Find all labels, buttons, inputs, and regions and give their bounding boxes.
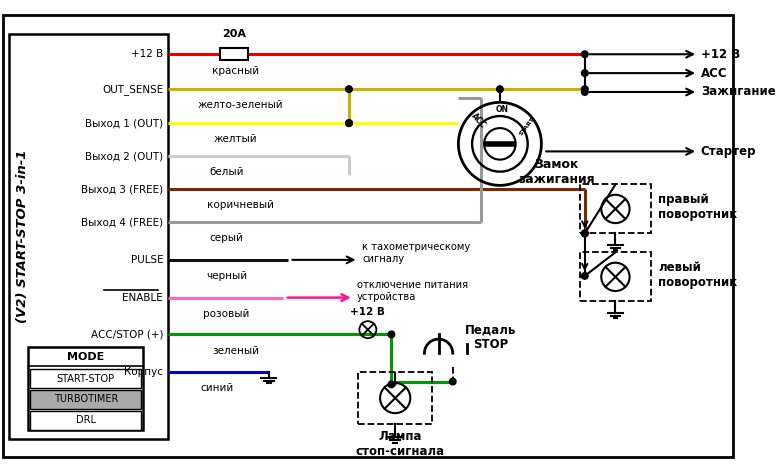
Text: белый: белый (209, 168, 243, 178)
Bar (359, 372, 432, 424)
Text: левый
поворотник: левый поворотник (658, 261, 737, 289)
Text: Корпус: Корпус (124, 367, 163, 377)
Text: коричневый: коричневый (207, 200, 274, 210)
Text: желто-зеленый: желто-зеленый (197, 101, 283, 111)
Circle shape (581, 86, 588, 93)
Text: Замок
зажигания: Замок зажигания (518, 158, 595, 186)
Text: черный: черный (206, 271, 247, 281)
Circle shape (346, 120, 353, 126)
Text: ACC: ACC (700, 66, 728, 80)
Text: ACC: ACC (470, 111, 488, 130)
Text: желтый: желтый (214, 134, 257, 144)
Bar (220, 48, 248, 60)
Circle shape (581, 273, 588, 279)
Text: ACC/STOP (+): ACC/STOP (+) (90, 329, 163, 339)
Bar (30, 369, 141, 388)
Text: розовый: розовый (203, 309, 250, 319)
Text: ENABLE: ENABLE (122, 293, 163, 303)
Text: OUT_SENSE: OUT_SENSE (102, 84, 163, 95)
Circle shape (581, 230, 588, 237)
Text: (V2) START-STOP 3-in-1: (V2) START-STOP 3-in-1 (16, 150, 29, 323)
Circle shape (581, 51, 588, 57)
Text: Зажигание: Зажигание (700, 86, 775, 98)
Text: красный: красный (212, 66, 260, 76)
Text: Выход 4 (FREE): Выход 4 (FREE) (81, 217, 163, 227)
Text: отключение питания
устройства: отключение питания устройства (356, 280, 468, 302)
Text: Выход 2 (OUT): Выход 2 (OUT) (85, 151, 163, 161)
Circle shape (388, 331, 395, 338)
Bar (30, 390, 141, 409)
Text: 20A: 20A (222, 29, 246, 39)
Text: Выход 3 (FREE): Выход 3 (FREE) (81, 184, 163, 194)
Circle shape (581, 89, 588, 95)
Circle shape (497, 86, 503, 93)
Bar (28, 347, 144, 430)
Circle shape (346, 86, 353, 93)
Bar (580, 252, 651, 301)
Text: зеленый: зеленый (212, 346, 259, 356)
Text: к тахометрическому
сигналу: к тахометрическому сигналу (362, 242, 470, 264)
Text: DRL: DRL (76, 415, 96, 425)
Circle shape (388, 381, 395, 388)
Text: синий: синий (200, 383, 233, 393)
Text: Лампа
стоп-сигнала: Лампа стоп-сигнала (356, 430, 445, 457)
Bar (9, 34, 168, 439)
Text: +12 В: +12 В (700, 48, 740, 61)
Circle shape (449, 378, 456, 385)
Circle shape (484, 128, 516, 160)
Text: серый: серый (209, 233, 243, 244)
Text: ON: ON (495, 105, 509, 114)
Text: START: START (518, 116, 536, 137)
Bar (30, 411, 141, 430)
Circle shape (581, 230, 588, 237)
Circle shape (581, 70, 588, 76)
Text: Стартер: Стартер (700, 145, 757, 158)
Bar (580, 184, 651, 233)
Text: правый
поворотник: правый поворотник (658, 193, 737, 221)
Text: Выход 1 (OUT): Выход 1 (OUT) (85, 118, 163, 128)
Text: PULSE: PULSE (130, 255, 163, 265)
Text: START-STOP: START-STOP (57, 374, 115, 384)
Text: +12 B: +12 B (131, 49, 163, 59)
Text: Педаль
STOP: Педаль STOP (465, 323, 516, 351)
Text: MODE: MODE (67, 352, 105, 362)
Text: TURBOTIMER: TURBOTIMER (54, 394, 118, 405)
Circle shape (346, 120, 353, 126)
Text: +12 В: +12 В (350, 307, 385, 317)
